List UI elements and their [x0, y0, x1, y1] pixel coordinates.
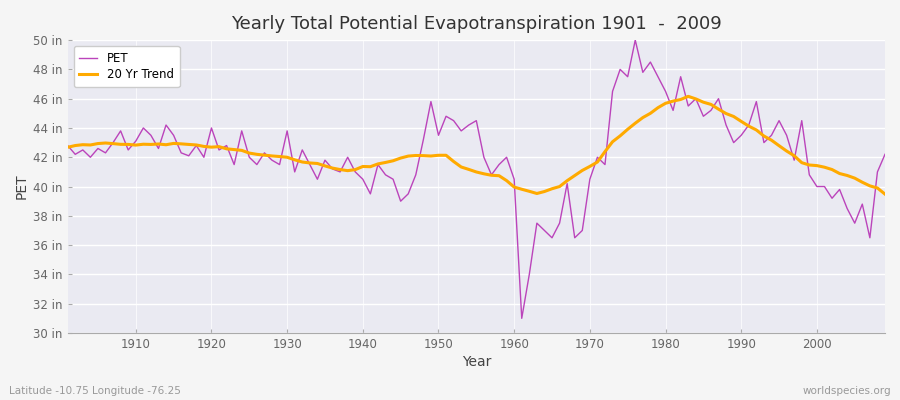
Y-axis label: PET: PET [15, 174, 29, 199]
PET [517, 316, 527, 321]
PET [608, 89, 618, 94]
Text: Latitude -10.75 Longitude -76.25: Latitude -10.75 Longitude -76.25 [9, 386, 181, 396]
Legend: PET, 20 Yr Trend: PET, 20 Yr Trend [74, 46, 179, 87]
20 Yr Trend [501, 178, 512, 183]
Text: worldspecies.org: worldspecies.org [803, 386, 891, 396]
PET [122, 148, 133, 152]
PET [335, 170, 346, 174]
20 Yr Trend [62, 145, 73, 150]
PET [630, 38, 641, 42]
20 Yr Trend [683, 94, 694, 99]
X-axis label: Year: Year [462, 355, 491, 369]
20 Yr Trend [879, 192, 890, 196]
PET [508, 177, 519, 182]
PET [289, 170, 300, 174]
PET [501, 155, 512, 160]
20 Yr Trend [335, 167, 346, 172]
20 Yr Trend [508, 185, 519, 190]
Line: PET: PET [68, 40, 885, 318]
20 Yr Trend [122, 142, 133, 147]
Line: 20 Yr Trend: 20 Yr Trend [68, 96, 885, 194]
PET [62, 143, 73, 148]
20 Yr Trend [599, 149, 610, 154]
PET [879, 152, 890, 157]
Title: Yearly Total Potential Evapotranspiration 1901  -  2009: Yearly Total Potential Evapotranspiratio… [231, 15, 722, 33]
20 Yr Trend [289, 158, 300, 162]
